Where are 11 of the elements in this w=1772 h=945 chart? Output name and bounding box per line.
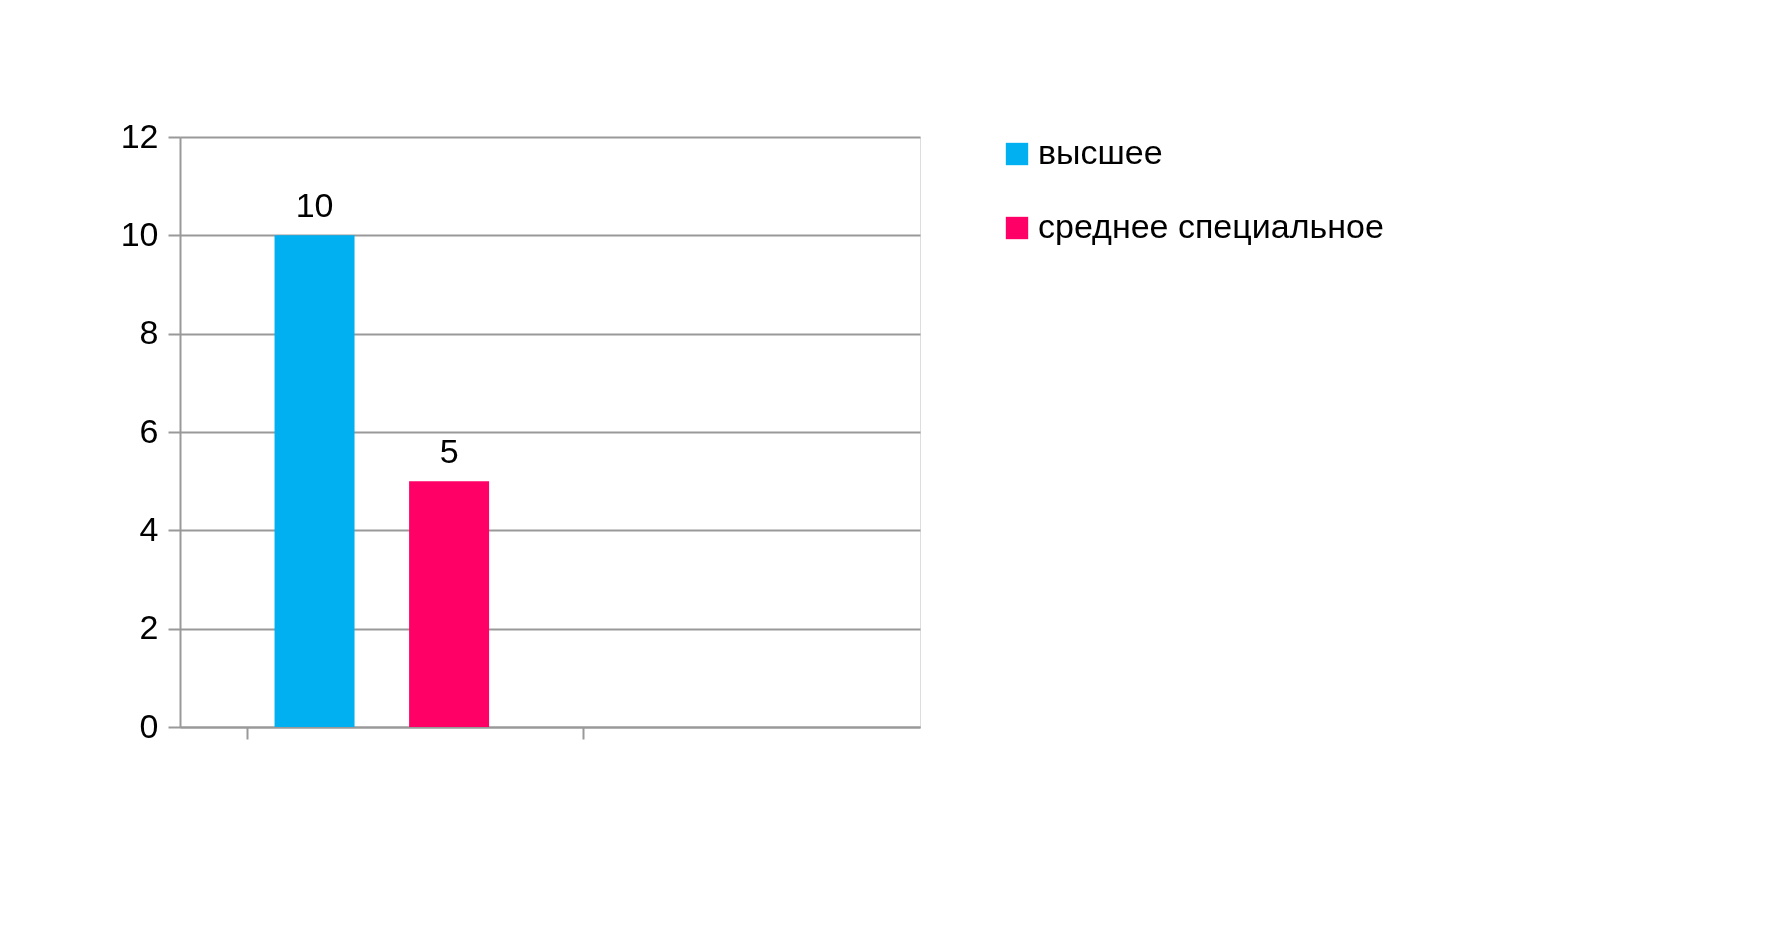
data-label: 5 bbox=[439, 432, 459, 471]
y-tick-label: 10 bbox=[120, 214, 159, 253]
legend-label: высшее bbox=[1038, 133, 1163, 171]
y-tick-label: 12 bbox=[120, 116, 159, 155]
y-tick-label: 6 bbox=[139, 411, 159, 450]
data-label: 10 bbox=[295, 186, 334, 225]
y-tick-label: 8 bbox=[139, 313, 159, 352]
legend-label: среднее специальное bbox=[1038, 207, 1384, 245]
y-tick-label: 0 bbox=[139, 706, 159, 745]
y-tick-label: 4 bbox=[139, 509, 159, 548]
y-tick-label: 2 bbox=[139, 608, 159, 647]
